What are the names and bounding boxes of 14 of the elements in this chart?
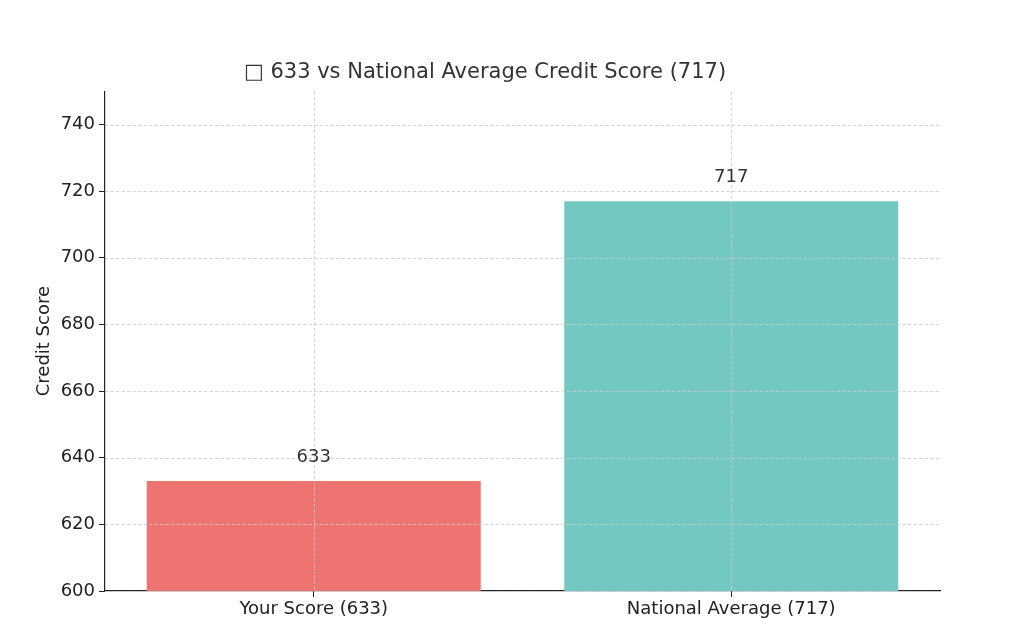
y-axis-title: Credit Score xyxy=(32,285,54,397)
x-tick-label: National Average (717) xyxy=(626,597,836,619)
y-tick-label: 700 xyxy=(60,245,95,267)
y-tick-label: 740 xyxy=(60,112,95,134)
y-tick-label: 660 xyxy=(60,378,95,400)
data-label: 717 xyxy=(714,164,749,186)
y-tick-label: 640 xyxy=(60,445,95,467)
y-tick-label: 600 xyxy=(60,578,95,600)
x-tick-label: Your Score (633) xyxy=(238,597,389,619)
data-label: 633 xyxy=(296,444,331,466)
chart-title: □ 633 vs National Average Credit Score (717) xyxy=(243,59,727,84)
y-tick-label: 680 xyxy=(60,312,95,334)
y-tick-label: 620 xyxy=(60,512,95,534)
y-tick-label: 720 xyxy=(60,178,95,200)
